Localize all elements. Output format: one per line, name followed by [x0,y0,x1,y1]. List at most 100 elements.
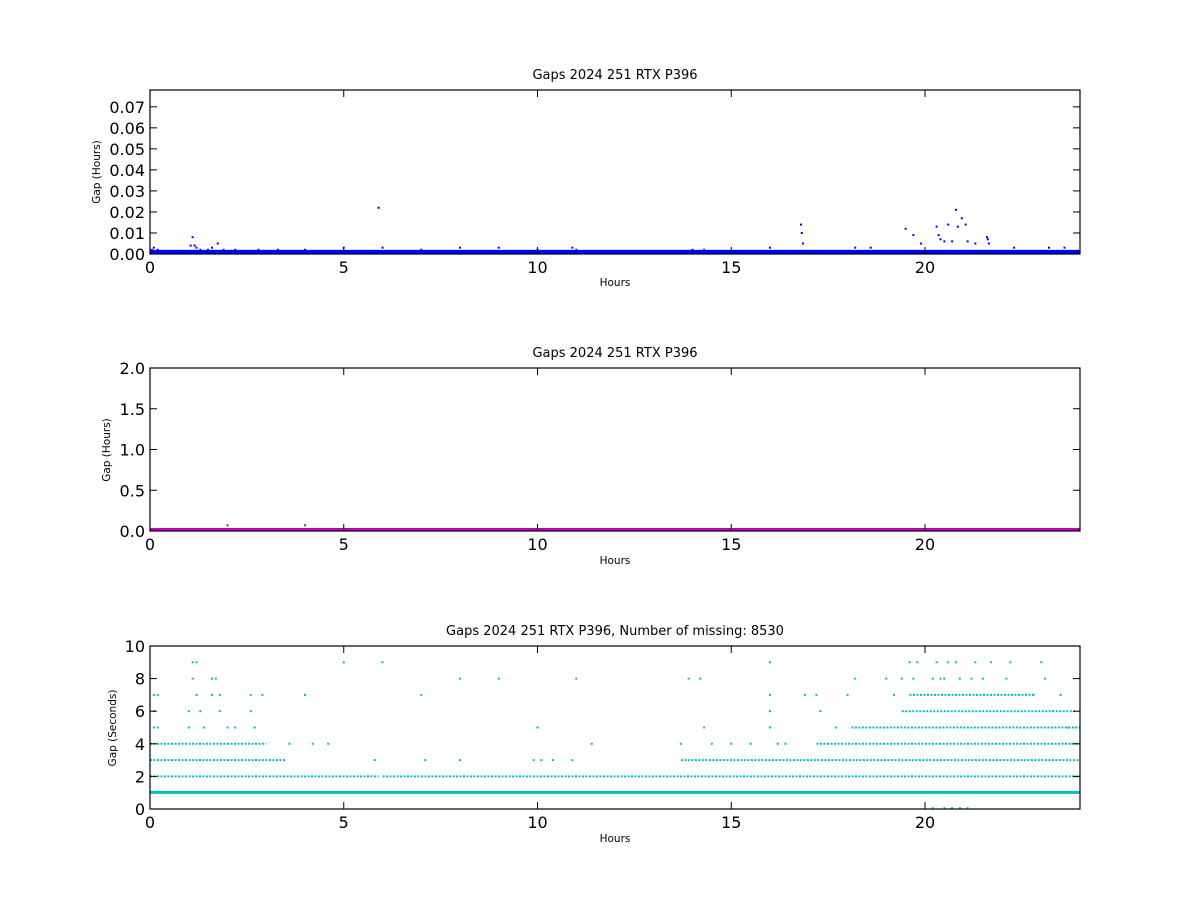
panel-1: Gaps 2024 251 RTX P396 0 5 10 15 200.000.010… [91,68,1081,289]
panel-3-ytick-label: 4 [135,735,145,754]
panel-3-ticks: 0 5 10 15 20 0 2 4 6 8 10 [125,637,1080,832]
panel-3-data-point [187,726,190,729]
panel-1-data-point [152,246,155,249]
panel-1-data-point [216,242,219,245]
panel-3-data-point [211,677,213,680]
panel-1-ytick-label: 0.02 [109,203,145,222]
panel-1-data-point [956,225,959,228]
panel-3-data-point [1044,677,1047,680]
panel-2-xtick-label: 15 [721,535,741,554]
panel-3-data-point [1005,677,1008,680]
panel-1-data-point [854,246,857,249]
panel-3-data-point [424,759,427,762]
panel-1-data-point [964,223,967,226]
panel-1-data-point [769,246,771,249]
panel-1-data-point [497,246,500,249]
panel-3-data-point [1067,726,1070,729]
panel-3-data-point [459,759,461,762]
panel-3-data-point [885,677,888,680]
panel-3-data-point [532,759,535,762]
panel-3-data-point [152,726,155,729]
panel-3-data-point [191,677,194,680]
panel-1-data-point [381,246,384,249]
panel-3-data-point [540,759,543,762]
panel-3-data-point [943,677,946,680]
panel-1-data-point [207,248,210,251]
panel-3-ytick-label: 10 [125,637,145,656]
panel-3-data-point [687,677,690,680]
panel-2-xlabel: Hours [600,555,631,567]
panel-3-data-point [575,677,578,680]
panel-3-data-point [769,726,771,729]
panel-2-marks [150,524,1080,531]
panel-3-data-point [815,693,818,696]
panel-2-ytick-label: 0.5 [120,481,145,500]
panel-1-data-point [222,248,225,251]
panel-1-frame [149,89,1081,255]
panel-1-data-point [801,242,804,245]
panel-3-data-point [497,677,500,680]
panel-2-data-point [226,524,229,527]
panel-1-data-point [199,248,202,251]
panel-3-data-point [191,661,194,664]
panel-3-data-point [342,661,345,664]
panel-3-data-point [459,677,461,680]
panel-3-data-point [989,661,992,664]
panel-3-data-point [203,726,206,729]
panel-2-xtick-label: 5 [339,535,349,554]
panel-3-ytick-label: 8 [135,670,145,689]
panel-3-xtick-label: 10 [527,813,547,832]
panel-2-ytick-label: 1.5 [120,400,145,419]
panel-2-xtick-label: 20 [915,535,935,554]
panel-3-data-point [214,677,217,680]
panel-3-data-point [931,677,934,680]
panel-1-ytick-label: 0.01 [109,224,145,243]
panel-3-data-point [974,661,977,664]
panel-1-data-point [935,225,938,228]
panel-1-data-point [156,248,159,251]
panel-3-data-point [939,677,942,680]
panel-3-data-point [970,677,973,680]
panel-3-data-point [211,693,213,696]
panel-3-data-point [187,710,190,713]
panel-1-xtick-label: 10 [527,258,547,277]
panel-1-data-point [869,246,872,249]
panel-1-ytick-label: 0.00 [109,245,145,264]
panel-3-data-point [703,726,706,729]
panel-1-data-point [800,231,803,234]
panel-2-xtick-label: 0 [145,535,155,554]
panel-1-data-point [920,242,923,245]
panel-3-ytick-label: 0 [135,800,145,819]
panel-3-data-point [846,693,849,696]
panel-3-data-point [931,807,934,810]
panel-3-title: Gaps 2024 251 RTX P396, Number of missin… [446,624,784,639]
panel-3-data-point [571,759,574,762]
panel-1-data-point [955,208,957,211]
panel-2-ytick-label: 2.0 [120,359,145,378]
panel-3-data-point [199,710,202,713]
panel-3-data-point [769,693,771,696]
panel-3-data-point [784,742,787,745]
panel-1-data-point [234,248,237,251]
panel-3-data-point [958,677,961,680]
panel-1-data-point [193,244,196,247]
panel-1-data-point [960,217,963,220]
panel-3-data-point [943,807,946,810]
panel-3-data-point [1059,693,1062,696]
panel-3-data-point [152,693,155,696]
panel-3-data-point [195,693,198,696]
panel-3-data-point [769,661,771,664]
panel-1-data-point [1013,246,1016,249]
panel-3: Gaps 2024 251 RTX P396, Number of missin… [107,624,1081,845]
panel-2-ticks: 0 5 10 15 20 0.0 0.5 1.0 1.5 2.0 [120,359,1080,554]
panel-1-data-point [943,240,946,243]
panel-3-data-point [947,661,950,664]
panel-3-data-point [253,726,256,729]
panel-3-data-point [982,677,985,680]
panel-3-data-point [749,742,752,745]
panel-3-data-point [854,677,857,680]
panel-1-data-point [276,248,279,251]
panel-1-data-point [257,248,260,251]
panel-3-data-point [327,742,330,745]
